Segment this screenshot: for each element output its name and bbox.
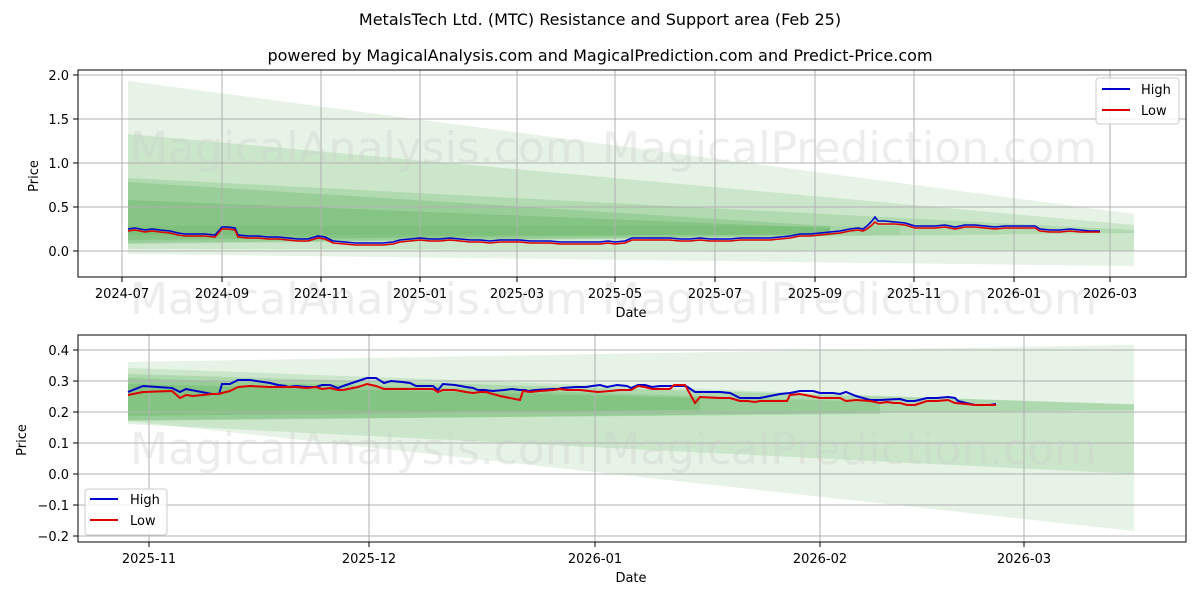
top-y-ticks: 2.0 1.5 1.0 0.5 0.0: [48, 69, 78, 260]
top-ytick-label: 1.5: [48, 113, 69, 128]
watermark-magicalprediction: MagicalPrediction.com: [602, 123, 1097, 174]
top-xtick-label: 2025-01: [393, 287, 447, 302]
top-ytick-label: 0.0: [48, 245, 69, 260]
top-ytick-label: 1.0: [48, 157, 69, 172]
bottom-x-ticks: 2025-11 2025-12 2026-01 2026-02 2026-03: [122, 542, 1051, 567]
legend-low-label: Low: [1141, 104, 1167, 119]
bottom-ytick-label: 0.1: [48, 437, 69, 452]
bottom-x-axis-label: Date: [615, 571, 646, 586]
top-xtick-label: 2025-05: [588, 287, 642, 302]
bottom-xtick-label: 2026-02: [793, 552, 847, 567]
bottom-xtick-label: 2025-11: [122, 552, 176, 567]
bottom-axes-frame: [77, 334, 1187, 543]
bottom-chart: MagicalAnalysis.com MagicalPrediction.co…: [15, 334, 1187, 586]
bottom-ytick-label: 0.0: [48, 468, 69, 483]
chart-subtitle: powered by MagicalAnalysis.com and Magic…: [267, 46, 933, 65]
bottom-ytick-label: 0.2: [48, 406, 69, 421]
top-low-line: [127, 220, 1100, 246]
top-legend: High Low: [1095, 77, 1180, 125]
watermark-magicalprediction-2: MagicalPrediction.com: [602, 274, 1097, 325]
top-xtick-label: 2025-07: [688, 287, 742, 302]
top-axes-frame: [77, 69, 1187, 278]
top-xtick-label: 2025-09: [788, 287, 842, 302]
top-xtick-label: 2026-03: [1083, 287, 1137, 302]
bottom-support-resistance-bands: [128, 345, 1134, 531]
legend-low-label: Low: [130, 514, 156, 529]
top-xtick-label: 2024-09: [195, 287, 249, 302]
bottom-ytick-label: 0.3: [48, 375, 69, 390]
bottom-y-ticks: 0.4 0.3 0.2 0.1 0.0 −0.1 −0.2: [37, 344, 78, 545]
legend-high-label: High: [130, 493, 160, 508]
bottom-low-line: [127, 382, 996, 406]
watermark-magicalanalysis-2: MagicalAnalysis.com: [130, 274, 588, 325]
legend-high-label: High: [1141, 83, 1171, 98]
bottom-y-axis-label: Price: [15, 424, 30, 456]
bottom-legend: High Low: [84, 488, 168, 536]
top-chart: MagicalAnalysis.com MagicalPrediction.co…: [27, 69, 1187, 325]
top-y-axis-label: Price: [27, 160, 42, 192]
bottom-xtick-label: 2025-12: [342, 552, 396, 567]
top-xtick-label: 2025-03: [490, 287, 544, 302]
top-grid: [78, 70, 1186, 277]
watermark-magicalanalysis-3: MagicalAnalysis.com: [130, 424, 588, 475]
top-x-ticks: 2024-07 2024-09 2024-11 2025-01 2025-03 …: [95, 277, 1137, 302]
top-xtick-label: 2026-01: [987, 287, 1041, 302]
top-ytick-label: 2.0: [48, 69, 69, 84]
top-x-axis-label: Date: [615, 306, 646, 321]
top-high-line: [127, 215, 1100, 244]
top-xtick-label: 2024-11: [294, 287, 348, 302]
top-xtick-label: 2025-11: [887, 287, 941, 302]
watermark-magicalanalysis: MagicalAnalysis.com: [130, 123, 588, 174]
top-ytick-label: 0.5: [48, 201, 69, 216]
bottom-xtick-label: 2026-01: [568, 552, 622, 567]
bottom-ytick-label: −0.1: [37, 499, 69, 514]
chart-title: MetalsTech Ltd. (MTC) Resistance and Sup…: [358, 10, 842, 29]
bottom-ytick-label: 0.4: [48, 344, 69, 359]
watermark-magicalprediction-3: MagicalPrediction.com: [602, 424, 1097, 475]
bottom-ytick-label: −0.2: [37, 530, 69, 545]
top-xtick-label: 2024-07: [95, 287, 149, 302]
bottom-xtick-label: 2026-03: [997, 552, 1051, 567]
